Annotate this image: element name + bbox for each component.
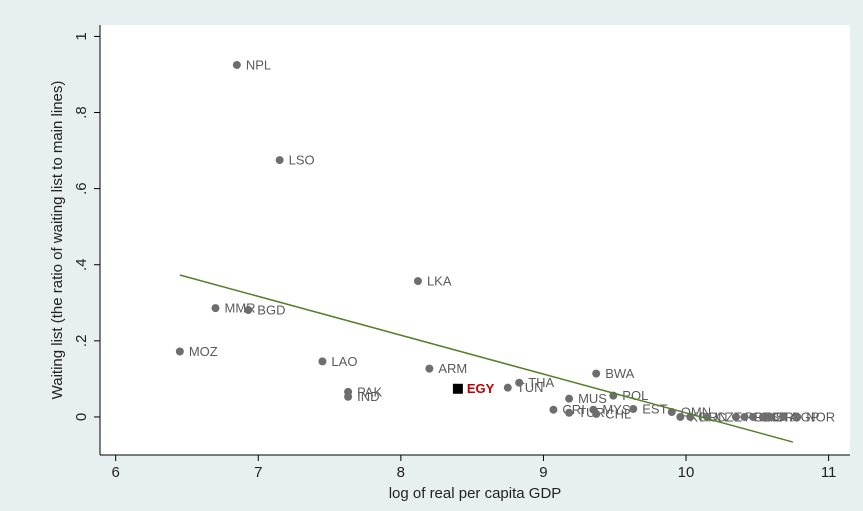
point-label: PAK	[357, 384, 382, 399]
point	[175, 347, 184, 356]
point	[731, 412, 740, 421]
point-label: MYS	[602, 402, 631, 417]
y-tick-label: 1	[73, 32, 90, 40]
point	[344, 392, 353, 401]
point	[275, 156, 284, 165]
point	[629, 404, 638, 413]
point-label: MOZ	[189, 344, 218, 359]
x-tick-label: 8	[397, 464, 405, 481]
point	[749, 412, 758, 421]
point-label: EGY	[467, 381, 495, 396]
point	[503, 383, 512, 392]
point	[232, 60, 241, 69]
x-tick-label: 10	[678, 464, 695, 481]
point	[318, 357, 327, 366]
point	[766, 412, 775, 421]
point	[565, 408, 574, 417]
point-label: BWA	[605, 366, 634, 381]
x-tick-label: 11	[821, 464, 837, 481]
point-label: NPL	[246, 57, 271, 72]
point-label: EST	[642, 401, 667, 416]
y-tick-label: .2	[73, 335, 90, 348]
point-label: LAO	[331, 354, 357, 369]
point-label: LSO	[289, 153, 315, 168]
point	[549, 405, 558, 414]
y-tick-label: .6	[73, 182, 90, 195]
point	[592, 409, 601, 418]
y-tick-label: .8	[73, 106, 90, 119]
point-label: NOR	[806, 409, 835, 424]
point	[425, 364, 434, 373]
point	[759, 412, 768, 421]
point	[740, 412, 749, 421]
point-label: TUN	[517, 380, 544, 395]
point	[413, 277, 422, 286]
point-label: BGD	[257, 302, 285, 317]
point	[452, 383, 463, 394]
point-label: IND	[357, 389, 379, 404]
point	[211, 304, 220, 313]
y-tick-label: .4	[73, 258, 90, 271]
point	[244, 306, 253, 315]
y-axis-title: Waiting list (the ratio of waiting list …	[49, 81, 66, 400]
point-label: ARM	[438, 361, 467, 376]
point-label: SGP	[792, 409, 819, 424]
point	[778, 412, 787, 421]
point-label: LKA	[427, 274, 452, 289]
point-label: POL	[622, 388, 648, 403]
point-label: MUS	[578, 391, 607, 406]
x-tick-label: 9	[539, 464, 547, 481]
point	[515, 378, 524, 387]
plot-area	[100, 25, 850, 455]
x-axis-title: log of real per capita GDP	[389, 485, 562, 502]
point	[676, 412, 685, 421]
point	[565, 394, 574, 403]
point	[793, 412, 802, 421]
point-label: CHL	[605, 406, 631, 421]
point-label: THA	[528, 375, 554, 390]
point	[592, 369, 601, 378]
x-tick-label: 7	[254, 464, 262, 481]
fit-line	[179, 274, 794, 443]
x-tick-label: 6	[112, 464, 120, 481]
y-tick-label: 0	[73, 413, 90, 421]
